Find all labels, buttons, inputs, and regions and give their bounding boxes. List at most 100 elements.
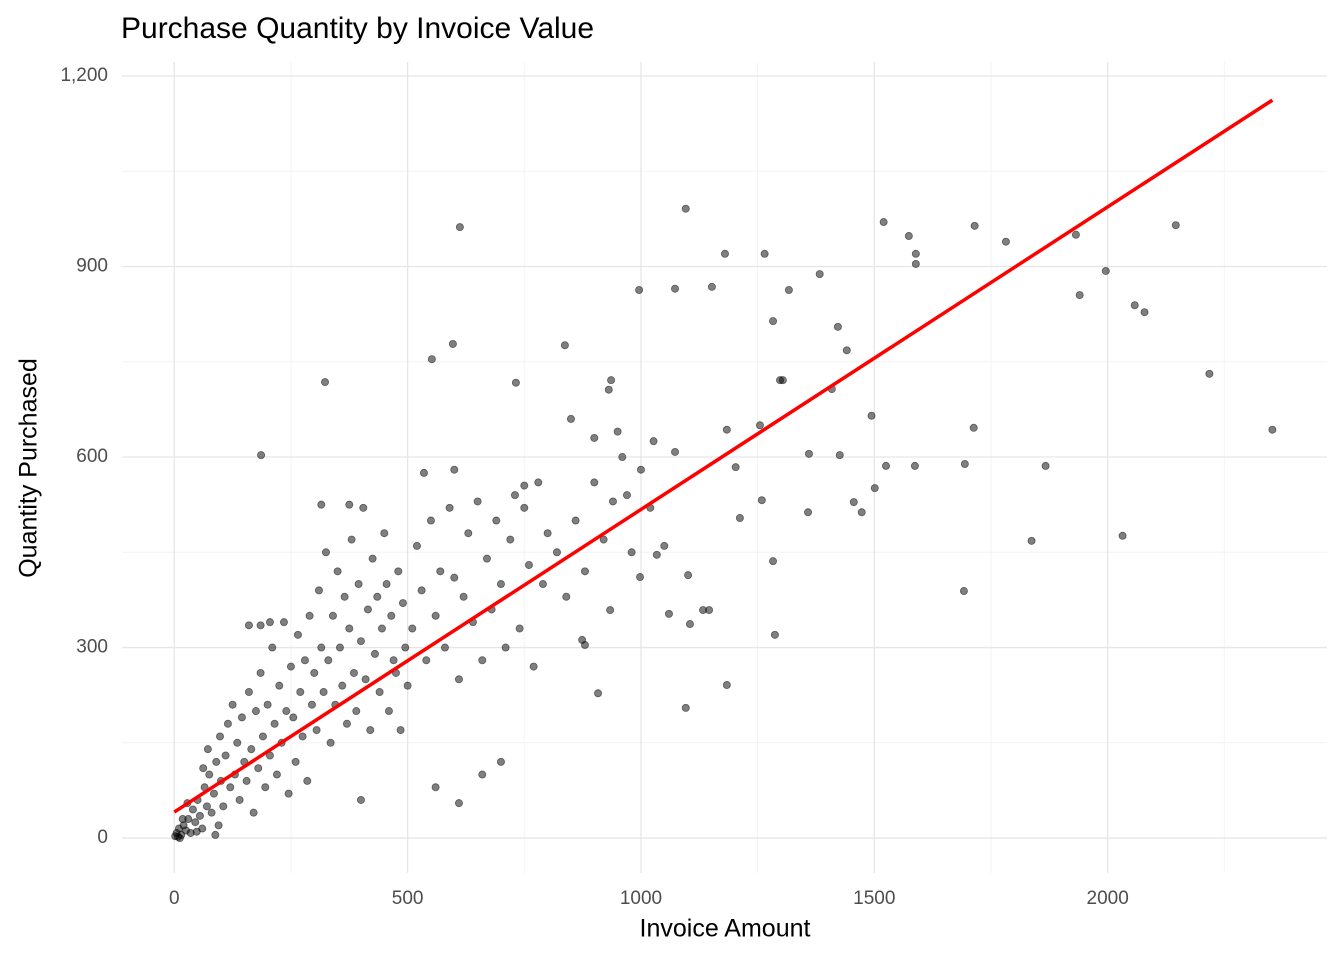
- point: [911, 259, 920, 268]
- point: [368, 554, 377, 563]
- point: [705, 606, 714, 615]
- point: [590, 478, 599, 487]
- point: [300, 656, 309, 665]
- y-tick-label: 900: [76, 256, 108, 277]
- point: [770, 630, 779, 639]
- point: [731, 463, 740, 472]
- point: [328, 611, 337, 620]
- point: [685, 620, 694, 629]
- y-tick-label: 0: [97, 827, 108, 848]
- point: [478, 770, 487, 779]
- y-axis-title: Quantity Purchased: [15, 358, 43, 578]
- x-tick-label: 2000: [1087, 888, 1129, 909]
- point: [426, 516, 435, 525]
- point: [671, 447, 680, 456]
- point: [473, 497, 482, 506]
- point: [464, 529, 473, 538]
- point: [911, 249, 920, 258]
- point: [307, 700, 316, 709]
- point: [482, 554, 491, 563]
- point: [681, 703, 690, 712]
- point: [1171, 221, 1180, 230]
- point: [335, 643, 344, 652]
- point: [326, 738, 335, 747]
- point: [254, 764, 263, 773]
- point: [870, 484, 879, 493]
- point: [580, 641, 589, 650]
- point: [867, 411, 876, 420]
- point: [235, 795, 244, 804]
- point: [969, 423, 978, 432]
- point: [356, 637, 365, 646]
- point: [804, 449, 813, 458]
- point: [221, 751, 230, 760]
- point: [455, 223, 464, 232]
- point: [212, 757, 221, 766]
- point: [722, 681, 731, 690]
- point: [270, 719, 279, 728]
- point: [618, 453, 627, 462]
- point: [1075, 291, 1084, 300]
- point: [249, 808, 258, 817]
- point: [317, 643, 326, 652]
- point: [671, 284, 680, 293]
- point: [345, 624, 354, 633]
- point: [562, 592, 571, 601]
- point: [1130, 301, 1139, 310]
- point: [203, 745, 212, 754]
- point: [571, 516, 580, 525]
- point: [256, 621, 265, 630]
- point: [265, 618, 274, 627]
- point: [263, 700, 272, 709]
- point: [604, 385, 613, 394]
- point: [261, 783, 270, 792]
- point: [317, 500, 326, 509]
- point: [778, 376, 787, 385]
- point: [501, 643, 510, 652]
- point: [286, 662, 295, 671]
- point: [408, 624, 417, 633]
- point: [436, 567, 445, 576]
- point: [492, 516, 501, 525]
- point: [356, 795, 365, 804]
- y-tick-label: 600: [76, 446, 108, 467]
- point: [361, 675, 370, 684]
- point: [257, 451, 266, 460]
- point: [720, 249, 729, 258]
- point: [1001, 237, 1010, 246]
- point: [594, 689, 603, 698]
- point: [543, 529, 552, 538]
- point: [401, 643, 410, 652]
- point: [431, 611, 440, 620]
- point: [652, 550, 661, 559]
- point: [223, 719, 232, 728]
- point: [769, 317, 778, 326]
- point: [757, 496, 766, 505]
- point: [1205, 369, 1214, 378]
- point: [566, 414, 575, 423]
- x-tick-label: 0: [169, 888, 180, 909]
- point: [1041, 461, 1050, 470]
- point: [214, 821, 223, 830]
- point: [211, 830, 220, 839]
- point: [849, 498, 858, 507]
- point: [188, 805, 197, 814]
- y-tick-label: 1,200: [60, 65, 108, 86]
- point: [590, 433, 599, 442]
- x-tick-label: 1000: [620, 888, 662, 909]
- point: [835, 451, 844, 460]
- point: [349, 668, 358, 677]
- point: [524, 560, 533, 569]
- point: [515, 624, 524, 633]
- point: [340, 592, 349, 601]
- point: [284, 789, 293, 798]
- point: [333, 567, 342, 576]
- point: [319, 688, 328, 697]
- point: [904, 232, 913, 241]
- point: [216, 732, 225, 741]
- point: [380, 529, 389, 538]
- point: [478, 656, 487, 665]
- point: [387, 611, 396, 620]
- point: [664, 609, 673, 618]
- point: [375, 688, 384, 697]
